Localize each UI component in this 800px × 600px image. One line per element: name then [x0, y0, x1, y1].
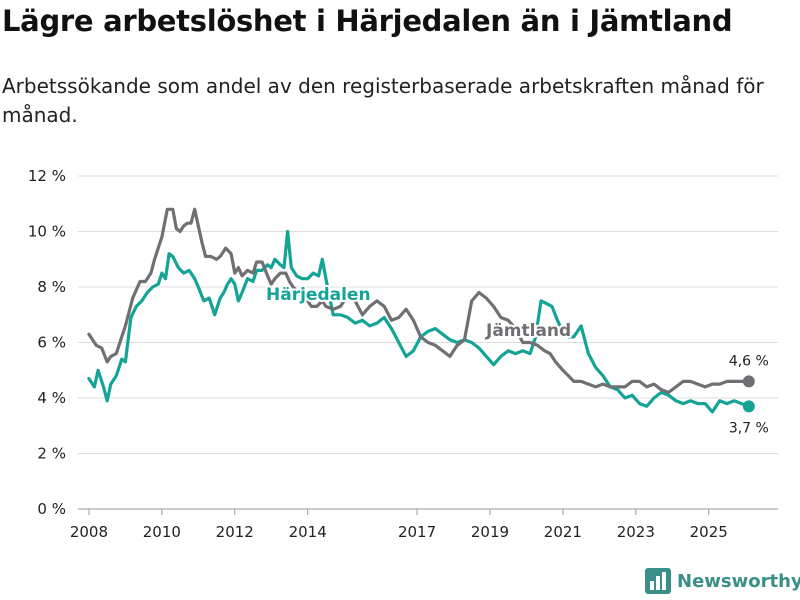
y-tick-label: 12 %	[28, 167, 66, 185]
series-label-harjedalen: Härjedalen	[266, 285, 371, 305]
y-tick-label: 6 %	[37, 334, 66, 352]
newsworthy-logo-icon	[645, 568, 671, 594]
y-axis-ticks: 0 % 2 % 4 % 6 % 8 % 10 % 12 %	[28, 167, 66, 518]
series-label-jamtland: Jämtland	[485, 321, 571, 341]
y-tick-label: 10 %	[28, 223, 66, 241]
end-label-harjedalen: 3,7 %	[729, 420, 769, 436]
series-line-jamtland	[87, 207, 751, 394]
chart-title: Lägre arbetslöshet i Härjedalen än i Jäm…	[2, 4, 733, 38]
x-tick-label: 2017	[398, 523, 436, 541]
y-tick-label: 8 %	[37, 278, 66, 296]
end-point-harjedalen	[742, 400, 755, 413]
y-tick-label: 2 %	[37, 445, 66, 463]
x-tick-label: 2008	[70, 523, 108, 541]
series-label-jamtland-halo: Jämtland	[485, 321, 571, 341]
x-tick-label: 2019	[471, 523, 509, 541]
end-point-jamtland	[742, 375, 755, 388]
series-labels: HärjedalenHärjedalenJämtlandJämtland4,6 …	[264, 283, 769, 436]
x-tick-label: 2023	[617, 523, 655, 541]
series-label-harjedalen-halo: Härjedalen	[266, 285, 371, 305]
chart-subtitle: Arbetssökande som andel av den registerb…	[2, 74, 764, 127]
y-tick-label: 0 %	[37, 500, 66, 518]
end-label-jamtland: 4,6 %	[729, 353, 769, 369]
x-tick-label: 2021	[544, 523, 582, 541]
brand-name: Newsworthy	[677, 570, 800, 592]
brand-logo: Newsworthy	[645, 568, 800, 594]
series-lines	[87, 207, 755, 414]
x-tick-label: 2025	[690, 523, 728, 541]
x-axis: 2008 2010 2012 2014 2017 2019 2021 2023 2025	[70, 509, 728, 541]
x-tick-label: 2010	[143, 523, 181, 541]
y-tick-label: 4 %	[37, 389, 66, 407]
x-tick-label: 2012	[216, 523, 254, 541]
x-tick-label: 2014	[289, 523, 327, 541]
